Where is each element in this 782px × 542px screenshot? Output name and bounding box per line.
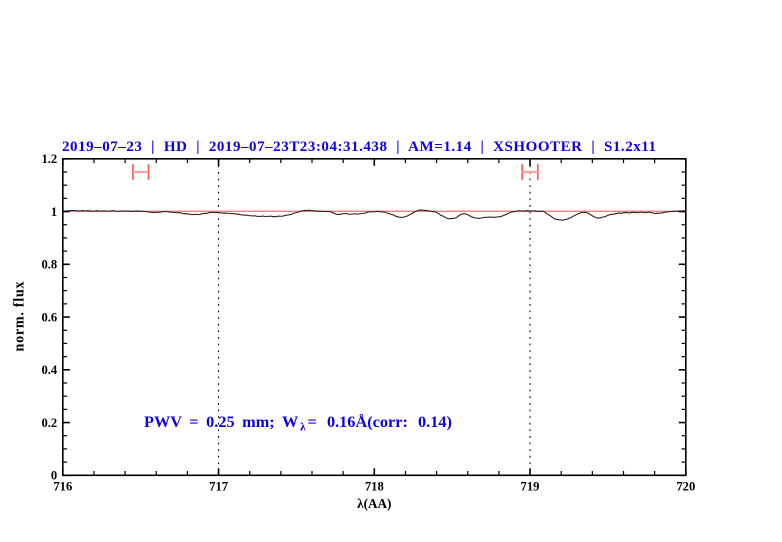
svg-text:1.2: 1.2 xyxy=(41,152,57,166)
svg-text:718: 718 xyxy=(365,480,384,494)
svg-text:717: 717 xyxy=(209,480,228,494)
svg-text:0.6: 0.6 xyxy=(41,310,57,324)
svg-text:2019–07–23 | HD | 2019–07–23T2: 2019–07–23 | HD | 2019–07–23T23:04:31.43… xyxy=(62,139,656,155)
svg-text:0.8: 0.8 xyxy=(41,258,57,272)
svg-text:λ(AA): λ(AA) xyxy=(357,496,391,511)
svg-text:716: 716 xyxy=(53,480,72,494)
svg-text:1: 1 xyxy=(51,205,57,219)
svg-text:719: 719 xyxy=(521,480,540,494)
svg-text:PWV = 0.25 mm; W: PWV = 0.25 mm; W xyxy=(144,412,299,431)
svg-text:720: 720 xyxy=(676,480,695,494)
svg-text:norm. flux: norm. flux xyxy=(12,281,28,352)
svg-text:0.2: 0.2 xyxy=(41,416,57,430)
svg-text:λ: λ xyxy=(300,422,306,434)
svg-text:0: 0 xyxy=(51,469,57,483)
svg-text:= 0.16Å(corr: 0.14): = 0.16Å(corr: 0.14) xyxy=(308,412,452,431)
svg-text:0.4: 0.4 xyxy=(41,363,57,377)
